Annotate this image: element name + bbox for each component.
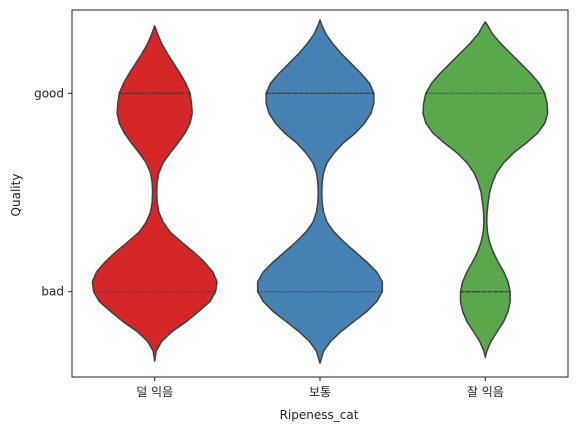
violin-2 — [422, 21, 549, 358]
y-axis-label: Quality — [9, 174, 23, 217]
x-tick-label: 보통 — [309, 385, 331, 399]
violins-group — [91, 19, 549, 364]
x-tick-label: 덜 익음 — [136, 385, 173, 399]
x-axis-label: Ripeness_cat — [280, 408, 359, 422]
violin-0 — [91, 25, 218, 362]
y-tick-label: good — [34, 86, 64, 100]
violin-1 — [256, 19, 384, 364]
x-ticks: 덜 익음 보통 잘 익음 — [136, 377, 504, 399]
x-tick-label: 잘 익음 — [467, 385, 504, 399]
y-ticks: good bad — [34, 86, 72, 299]
y-tick-label: bad — [41, 285, 64, 299]
